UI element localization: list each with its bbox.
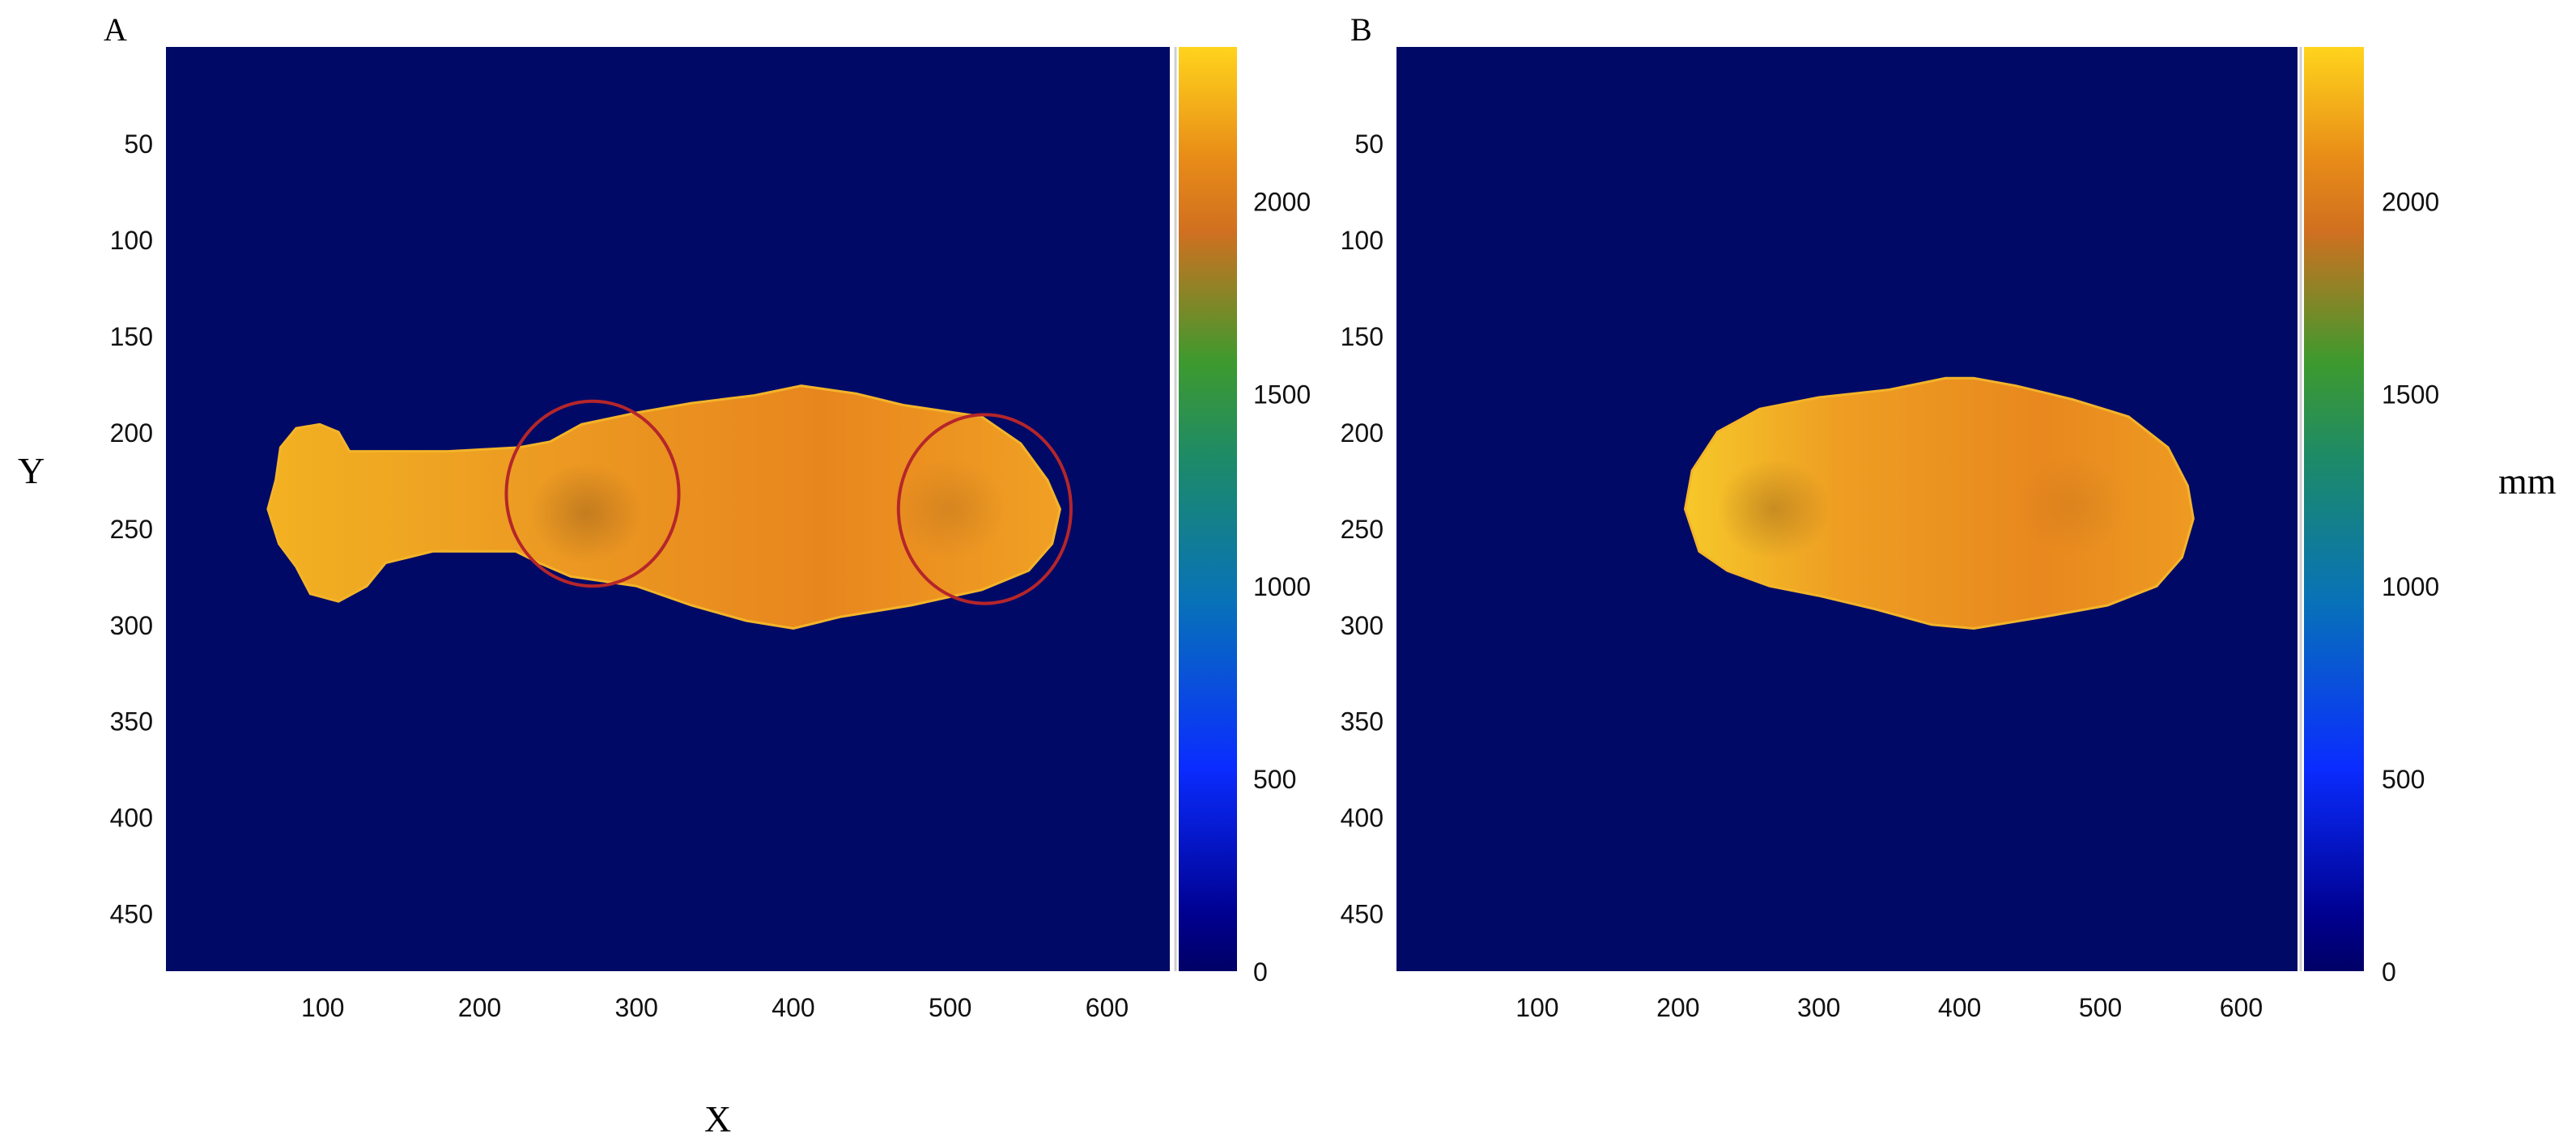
x-tick-label: 400: [1938, 993, 1981, 1022]
colorbar-tick-label: 2000: [1253, 187, 1311, 216]
object-region: [266, 384, 1061, 630]
colorbar-tick-label: 2000: [2382, 187, 2439, 216]
panel-a: A 100 200 300 400 500 600 50 100 150 200 250 300 350…: [104, 11, 1311, 1022]
x-tick-label: 300: [1797, 993, 1840, 1022]
dark-spot: [2015, 455, 2129, 556]
y-tick-label: 250: [1341, 515, 1384, 544]
colorbar-gradient: [2304, 47, 2364, 971]
y-tick-label: 200: [110, 418, 153, 448]
x-tick-label: 500: [929, 993, 971, 1022]
colorbar-tick-label: 1000: [1253, 572, 1311, 601]
y-tick-label: 50: [124, 129, 153, 159]
annotation-circle: [896, 413, 1073, 605]
plot-area-b: 100 200 300 400 500 600 50 100 150 200 250 300 350 40…: [1341, 47, 2298, 1022]
colorbar-tick-label: 500: [2382, 765, 2425, 794]
y-tick-label: 250: [110, 515, 153, 544]
y-tick-label: 50: [1354, 129, 1384, 159]
x-tick-label: 600: [1086, 993, 1129, 1022]
colorbar-gradient: [1179, 47, 1237, 971]
y-tick-label: 100: [110, 226, 153, 255]
panel-b: B 100 200 300 400 500 600 50 100 150 200 250 300 350…: [1341, 11, 2440, 1022]
colorbar-unit-label: mm: [2498, 461, 2557, 502]
colorbar-a: 0 500 1000 1500 2000: [1174, 47, 1311, 987]
colorbar-tick-label: 0: [1253, 957, 1268, 987]
x-tick-label: 200: [458, 993, 501, 1022]
x-axis-title: X: [704, 1098, 731, 1140]
y-tick-label: 100: [1341, 226, 1384, 255]
y-tick-label: 400: [1341, 804, 1384, 833]
y-axis-title: Y: [18, 450, 45, 491]
y-tick-label: 300: [1341, 611, 1384, 640]
y-tick-label: 200: [1341, 418, 1384, 448]
plot-area-a: 100 200 300 400 500 600 50 100 150 200 250 300 350 40…: [110, 47, 1170, 1022]
x-tick-label: 100: [1515, 993, 1558, 1022]
colorbar-tick-label: 500: [1253, 765, 1296, 794]
x-tick-label: 100: [301, 993, 344, 1022]
colorbar-tick-label: 1500: [1253, 380, 1311, 409]
annotation-circle: [504, 399, 681, 588]
y-tick-label: 350: [1341, 707, 1384, 736]
y-tick-label: 150: [1341, 322, 1384, 351]
y-tick-label: 400: [110, 804, 153, 833]
dark-spot: [1717, 459, 1831, 559]
x-tick-label: 600: [2220, 993, 2263, 1022]
y-tick-label: 450: [1341, 900, 1384, 929]
dark-spot: [529, 462, 644, 563]
colorbar-b: 0 500 1000 1500 2000: [2299, 47, 2439, 987]
x-tick-label: 300: [615, 993, 658, 1022]
colorbar-tick-label: 0: [2382, 957, 2396, 987]
y-tick-label: 300: [110, 611, 153, 640]
panel-label-b: B: [1350, 11, 1372, 48]
panel-label-a: A: [104, 11, 127, 48]
y-tick-label: 350: [110, 707, 153, 736]
colorbar-tick-label: 1500: [2382, 380, 2439, 409]
x-tick-label: 400: [772, 993, 814, 1022]
dark-spot: [893, 459, 1007, 559]
colorbar-tick-label: 1000: [2382, 572, 2439, 601]
x-tick-label: 500: [2079, 993, 2122, 1022]
y-tick-label: 150: [110, 322, 153, 351]
object-region: [1683, 376, 2195, 630]
y-tick-label: 450: [110, 900, 153, 929]
x-tick-label: 200: [1656, 993, 1699, 1022]
